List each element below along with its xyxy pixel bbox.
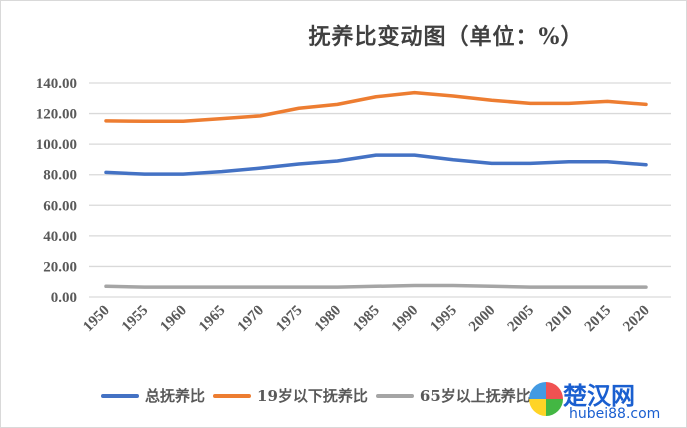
- y-tick-label: 100.00: [36, 137, 77, 153]
- y-tick-label: 20.00: [43, 259, 77, 275]
- y-tick-label: 40.00: [43, 229, 77, 245]
- y-tick-label: 120.00: [36, 107, 77, 123]
- series-line-1: [104, 90, 648, 123]
- x-tick-label: 1990: [389, 303, 422, 336]
- watermark-url: hubei88.com: [569, 406, 661, 422]
- legend: 总抚养比 19岁以下抚养比 65岁以上抚养比: [101, 385, 539, 406]
- x-tick-label: 2020: [620, 303, 653, 336]
- x-tick-label: 1975: [273, 303, 306, 336]
- legend-item-youth: 19岁以下抚养比: [213, 385, 368, 406]
- y-tick-label: 0.00: [51, 290, 77, 306]
- x-tick-label: 1960: [157, 303, 190, 336]
- x-tick-label: 2015: [582, 303, 615, 336]
- x-tick-label: 1985: [350, 303, 383, 336]
- series-line-0: [104, 153, 648, 176]
- y-tick-label: 60.00: [43, 198, 77, 214]
- legend-swatch: [213, 393, 252, 398]
- x-tick-label: 1970: [235, 303, 268, 336]
- globe-icon: [529, 382, 563, 416]
- watermark-text: 楚汉网: [563, 382, 635, 410]
- legend-swatch: [375, 393, 414, 398]
- x-tick-label: 2010: [543, 303, 576, 336]
- x-tick-label: 2000: [466, 303, 499, 336]
- x-tick-label: 1965: [196, 303, 229, 336]
- y-tick-label: 140.00: [36, 76, 77, 92]
- legend-item-total: 总抚养比: [101, 385, 205, 406]
- x-tick-label: 1980: [312, 303, 345, 336]
- watermark-logo: 楚汉网 hubei88.com: [521, 376, 686, 426]
- x-tick-label: 1950: [80, 303, 113, 336]
- x-tick-label: 2005: [505, 303, 538, 336]
- x-tick-label: 1955: [119, 303, 152, 336]
- x-tick-label: 1995: [427, 303, 460, 336]
- legend-label: 总抚养比: [145, 387, 206, 405]
- y-tick-label: 80.00: [43, 168, 77, 184]
- legend-item-elderly: 65岁以上抚养比: [375, 385, 531, 406]
- legend-swatch: [101, 393, 139, 398]
- legend-label: 19岁以下抚养比: [257, 387, 368, 405]
- legend-label: 65岁以上抚养比: [419, 387, 531, 405]
- chart-title: 抚养比变动图（单位：%）: [308, 24, 584, 50]
